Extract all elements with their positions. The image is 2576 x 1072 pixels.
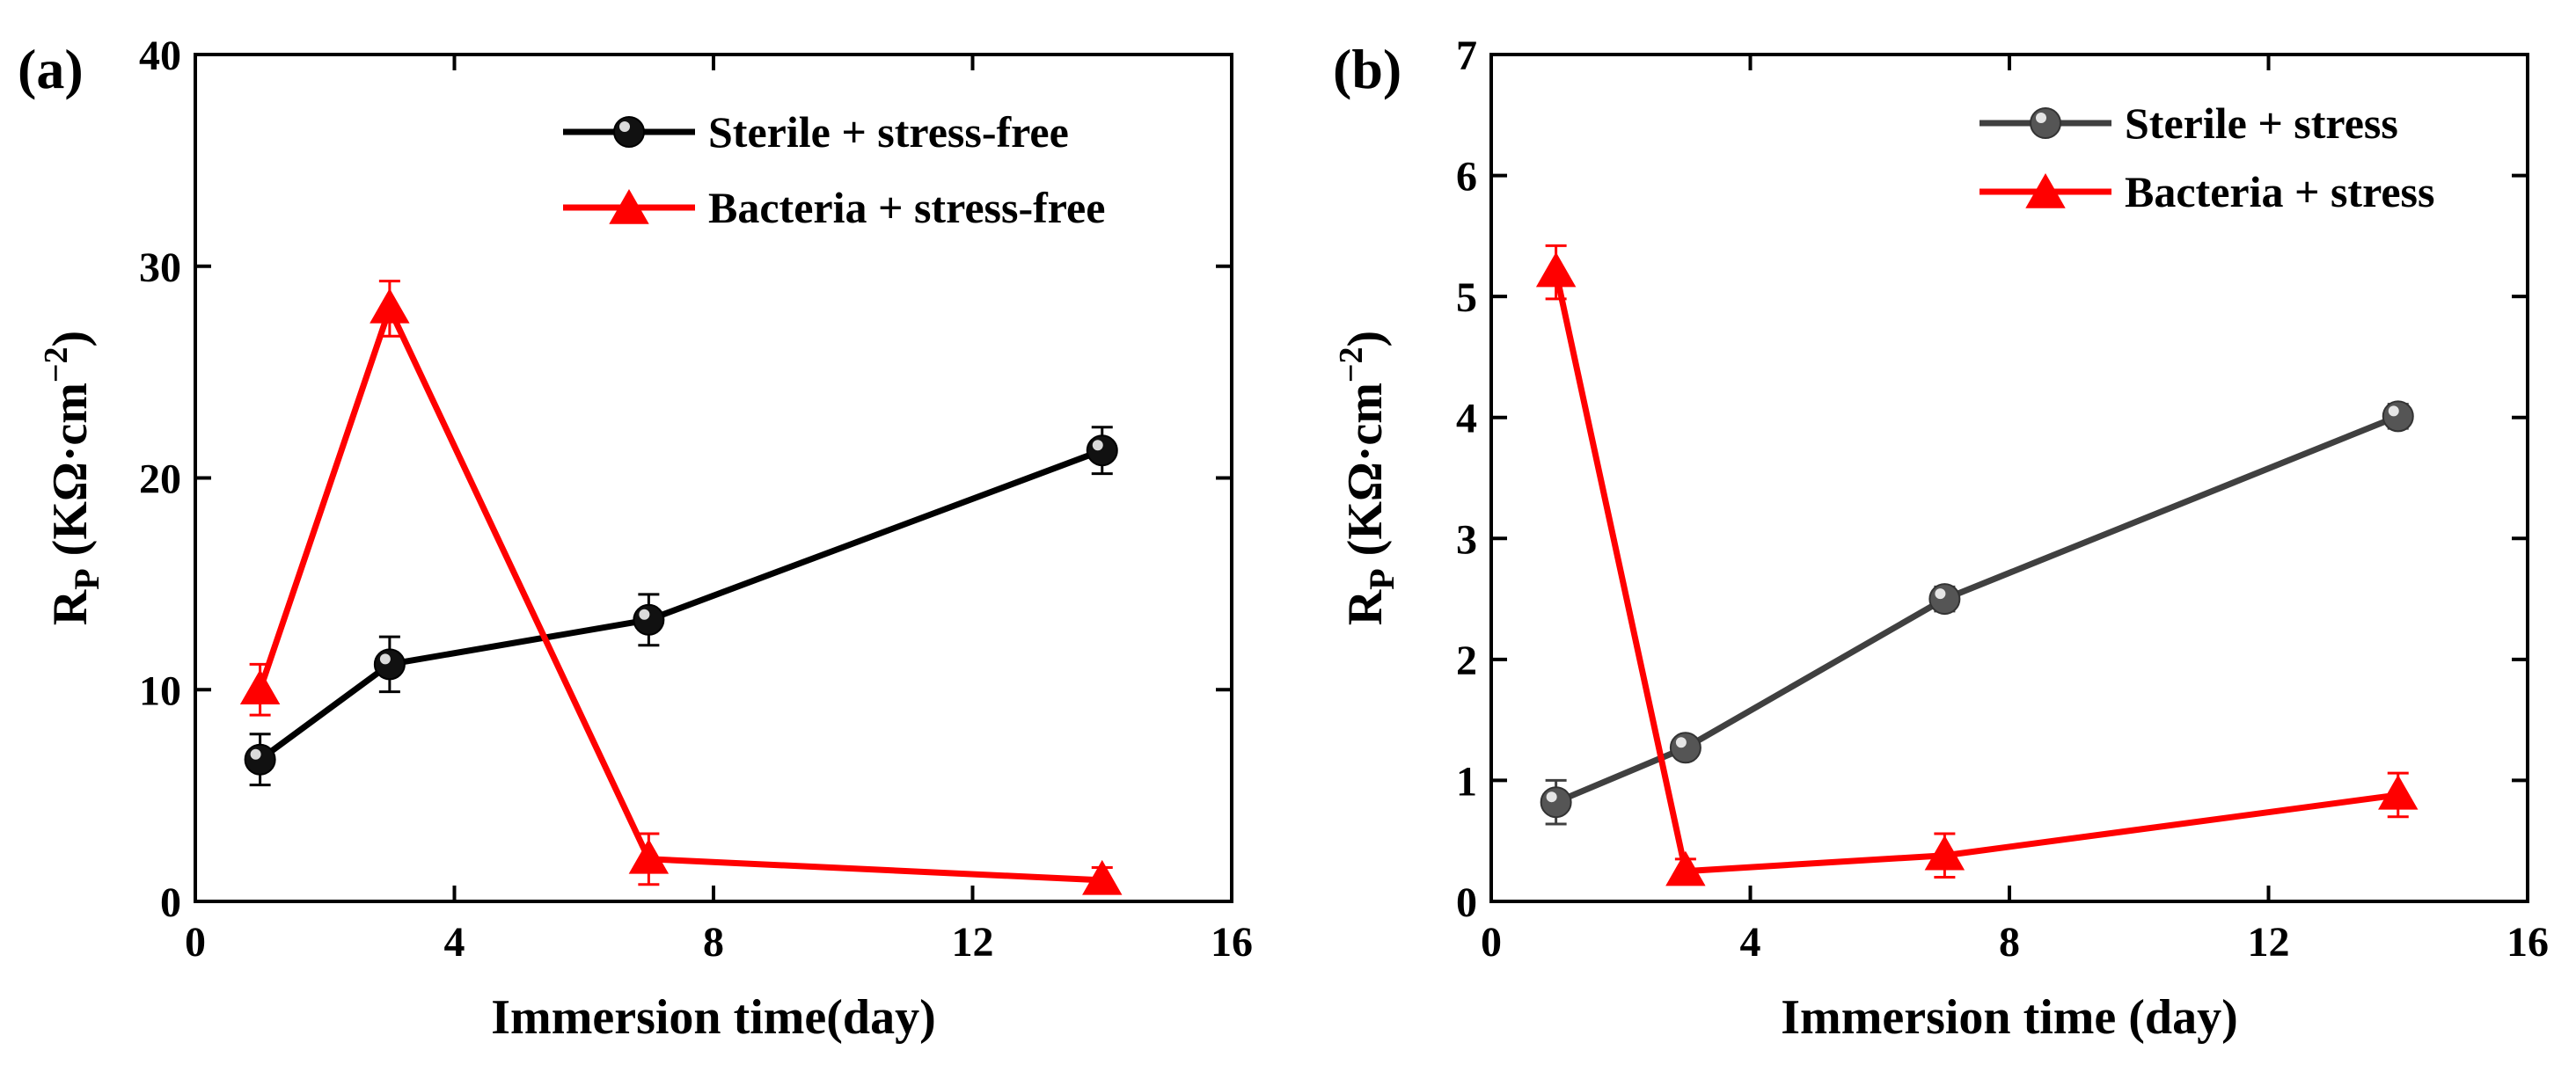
legend-marker [2025, 172, 2066, 208]
x-axis-title: Immersion time (day) [1781, 990, 2237, 1045]
x-tick-label: 8 [703, 919, 724, 966]
x-tick-label: 4 [1740, 919, 1761, 966]
data-point [373, 648, 406, 681]
x-tick-label: 4 [444, 919, 465, 966]
y-axis-title-ylabel-unit: (KΩ·cm [1338, 383, 1393, 568]
y-axis-title-ylabel: R [43, 589, 98, 625]
data-point [1924, 835, 1965, 871]
data-point [1540, 786, 1572, 819]
data-point [1669, 732, 1701, 764]
series-line [1555, 413, 2400, 806]
y-tick-label: 20 [139, 456, 181, 503]
data-point [1086, 434, 1118, 467]
series-0 [1540, 400, 2414, 826]
x-axis-title: Immersion time(day) [491, 990, 935, 1045]
y-tick-label: 7 [1456, 33, 1477, 79]
data-point [1535, 252, 1577, 288]
series-line [1553, 271, 2399, 875]
legend-label: Sterile + stress [2125, 98, 2398, 148]
legend-entry: Sterile + stress-free [563, 107, 1069, 157]
x-tick-label: 8 [1999, 919, 2020, 966]
y-tick-label: 4 [1456, 396, 1477, 442]
legend-marker-highlight [619, 121, 630, 132]
legend-marker [609, 188, 649, 224]
y-axis-title-ylabel-sup: −2 [38, 346, 75, 383]
data-point [244, 743, 276, 776]
data-point [1665, 850, 1706, 886]
data-point [2378, 774, 2419, 810]
x-tick-label: 12 [2248, 919, 2290, 966]
y-axis-title-ylabel-sub: P [1362, 568, 1401, 589]
data-point [239, 669, 281, 704]
data-point [633, 603, 665, 636]
y-axis-title-ylabel-sub: P [67, 568, 106, 589]
series-0 [244, 426, 1118, 787]
legend-label: Sterile + stress-free [708, 107, 1069, 157]
data-point-highlight [1935, 588, 1946, 600]
legend-entry: Bacteria + stress-free [563, 183, 1105, 232]
series-line [257, 305, 1102, 884]
data-point-highlight [639, 609, 650, 620]
y-tick-label: 0 [1456, 879, 1477, 926]
y-tick-label: 3 [1456, 516, 1477, 563]
series-1 [1535, 244, 2419, 886]
data-point [370, 288, 410, 324]
y-tick-label: 1 [1456, 758, 1477, 805]
panel-label: (a) [18, 38, 84, 100]
y-axis-title-ylabel-unit: (KΩ·cm [43, 383, 98, 568]
data-point-highlight [379, 653, 391, 665]
y-tick-label: 10 [139, 667, 181, 714]
y-tick-label: 2 [1456, 638, 1477, 684]
y-tick-label: 40 [139, 33, 181, 79]
legend-marker-highlight [2036, 113, 2046, 123]
legend-marker [2030, 107, 2061, 139]
plot-frame [194, 53, 1233, 903]
x-tick-label: 16 [2506, 919, 2549, 966]
data-point-highlight [1675, 737, 1687, 748]
y-tick-label: 30 [139, 244, 181, 291]
data-point [628, 838, 670, 874]
y-axis-title-ylabel-close: ) [43, 331, 98, 347]
data-point [1928, 583, 1961, 616]
y-axis-title: RP (KΩ·cm−2) [1333, 331, 1401, 625]
x-tick-label: 0 [1481, 919, 1502, 966]
y-tick-label: 0 [160, 879, 181, 926]
y-axis-title-ylabel: R [1338, 589, 1393, 625]
y-tick-label: 6 [1456, 154, 1477, 201]
x-tick-label: 0 [185, 919, 206, 966]
data-point-highlight [1092, 440, 1103, 451]
x-tick-label: 16 [1211, 919, 1253, 966]
y-axis-title-ylabel-sup: −2 [1333, 346, 1370, 383]
data-point [1082, 859, 1123, 895]
data-point-highlight [1546, 791, 1557, 803]
panel-label: (b) [1333, 38, 1401, 100]
legend-label: Bacteria + stress [2125, 167, 2434, 216]
legend-label: Bacteria + stress-free [708, 183, 1105, 232]
data-point-highlight [2388, 405, 2399, 417]
y-axis-title: RP (KΩ·cm−2) [38, 331, 106, 625]
legend-entry: Sterile + stress [1980, 98, 2398, 148]
x-tick-label: 12 [952, 919, 994, 966]
legend-marker [613, 116, 645, 148]
y-tick-label: 5 [1456, 274, 1477, 321]
series-line [258, 447, 1103, 762]
legend-entry: Bacteria + stress [1980, 167, 2434, 216]
y-axis-title-ylabel-close: ) [1338, 331, 1393, 347]
panel-a: 0 4 8 12 16 0 10 20 30 40 (a) Immersion time(day) RP… [18, 33, 1253, 1045]
data-point [2382, 400, 2414, 433]
series-1 [239, 280, 1123, 895]
data-point-highlight [250, 748, 261, 760]
